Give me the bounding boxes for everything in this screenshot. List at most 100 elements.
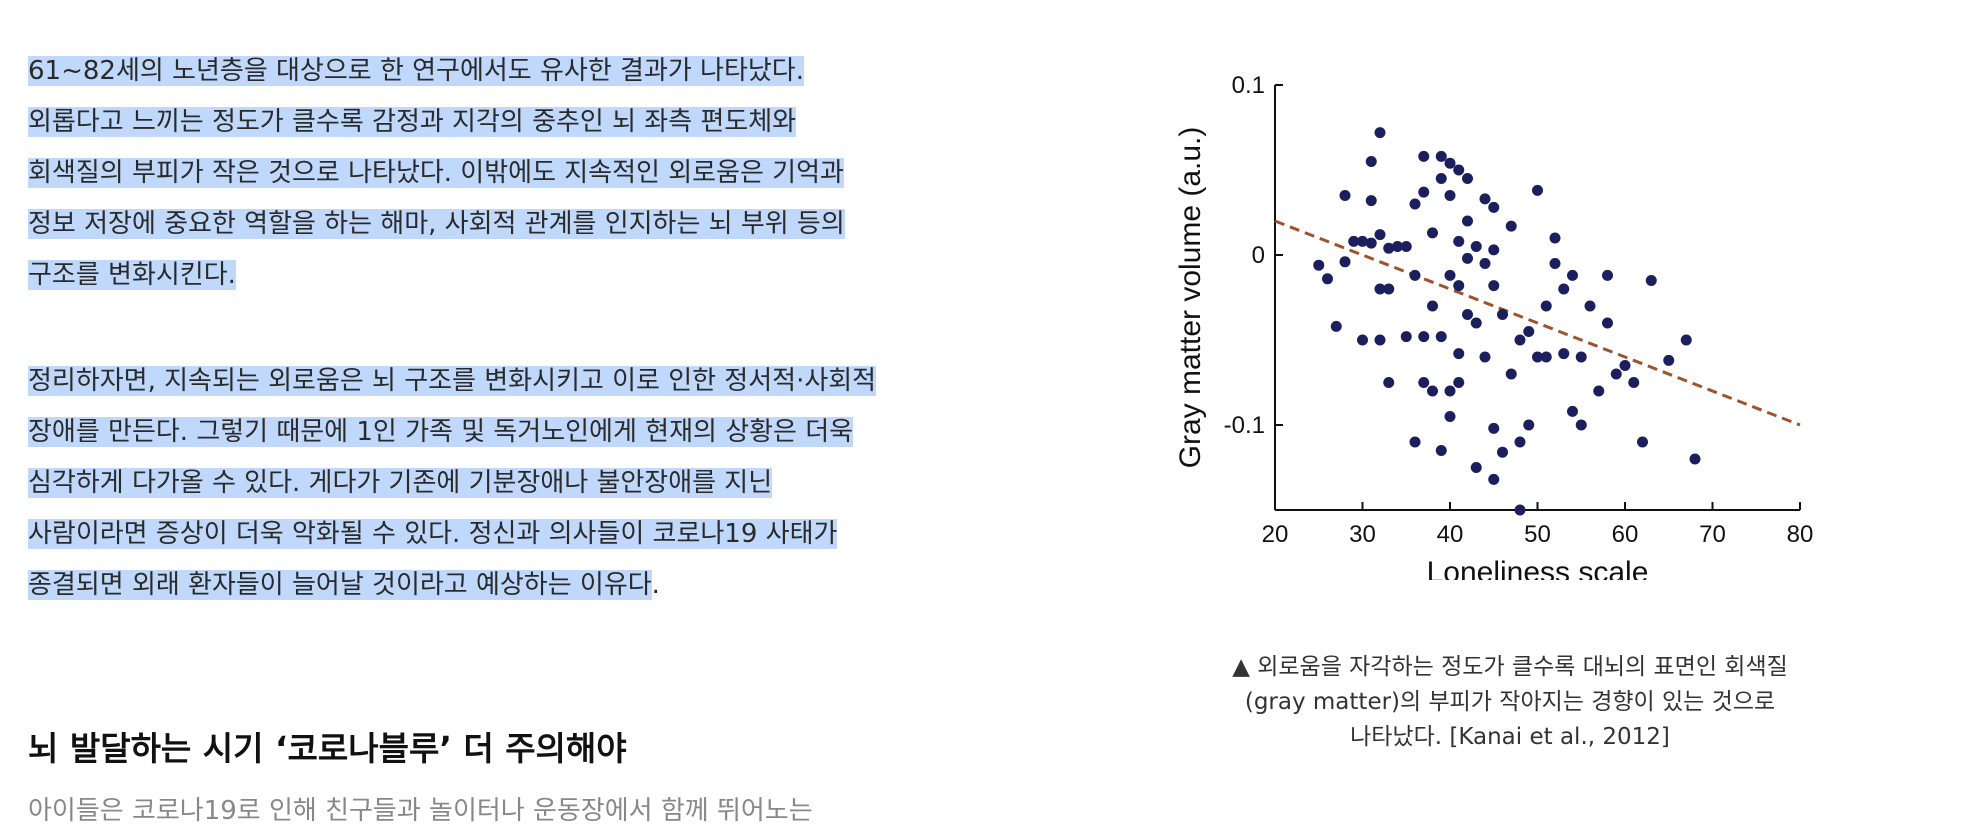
data-point <box>1497 309 1508 320</box>
data-point <box>1444 190 1456 201</box>
data-point <box>1462 252 1473 264</box>
y-tick-label: 0.1 <box>1232 72 1265 99</box>
data-point <box>1514 436 1526 448</box>
paragraph-line: 회색질의 부피가 작은 것으로 나타났다. 이밖에도 지속적인 외로움은 기억과 <box>28 158 844 188</box>
data-point <box>1462 309 1473 320</box>
data-point <box>1488 280 1500 292</box>
data-point <box>1418 377 1430 388</box>
data-point <box>1514 504 1526 516</box>
paragraph-line: 심각하게 다가올 수 있다. 게다가 기존에 기분장애나 불안장애를 지닌 <box>28 468 773 498</box>
caption-line: (gray matter)의 부피가 작아지는 경향이 있는 것으로 <box>1244 689 1776 715</box>
data-point <box>1567 269 1578 281</box>
data-point <box>1549 258 1561 269</box>
data-point <box>1374 127 1386 139</box>
x-tick-label: 40 <box>1437 521 1464 548</box>
data-point <box>1435 150 1447 162</box>
data-point <box>1470 317 1482 329</box>
x-tick-label: 50 <box>1524 521 1551 548</box>
data-point <box>1374 334 1386 346</box>
data-point <box>1365 237 1377 249</box>
data-point <box>1400 331 1412 343</box>
data-point <box>1575 351 1587 363</box>
data-point <box>1689 453 1701 465</box>
scatter-chart: 20 30 40 50 60 70 80 0.1 0 -0.1 Loneliness scale Gr… <box>1174 72 1814 589</box>
y-tick-label: -0.1 <box>1224 412 1265 439</box>
data-point <box>1505 368 1517 380</box>
data-point <box>1409 269 1421 281</box>
data-point <box>1374 283 1386 295</box>
data-point <box>1462 173 1473 184</box>
data-point <box>1488 201 1500 213</box>
data-point <box>1383 283 1395 295</box>
data-point <box>1558 283 1570 295</box>
data-point <box>1645 275 1657 286</box>
paragraph-line: 정리하자면, 지속되는 외로움은 뇌 구조를 변화시키고 이로 인한 정서적·사… <box>28 366 877 396</box>
paragraph-line: 종결되면 외래 환자들이 늘어날 것이라고 예상하는 이유다 <box>28 570 652 600</box>
data-point <box>1383 242 1395 254</box>
trend-line <box>1274 219 1801 427</box>
data-point <box>1505 220 1517 232</box>
data-point <box>1392 241 1403 252</box>
data-point <box>1348 235 1360 247</box>
figure-caption: ▲ 외로움을 자각하는 정도가 클수록 대뇌의 표면인 회색질 (gray ma… <box>1150 650 1870 755</box>
paragraph-selected-2: 정리하자면, 지속되는 외로움은 뇌 구조를 변화시키고 이로 인한 정서적·사… <box>28 356 877 611</box>
section-heading: 뇌 발달하는 시기 ‘코로나블루’ 더 주의해야 <box>28 729 627 768</box>
data-point <box>1418 331 1430 343</box>
data-point <box>1488 473 1500 485</box>
data-point <box>1339 256 1351 268</box>
data-point <box>1602 317 1613 329</box>
data-point <box>1523 326 1535 337</box>
x-axis-label: Loneliness scale <box>1427 556 1649 580</box>
data-point <box>1357 334 1368 346</box>
data-point <box>1435 331 1447 343</box>
data-point <box>1427 227 1438 239</box>
data-point <box>1435 173 1447 184</box>
x-tick-label: 70 <box>1699 521 1726 548</box>
paragraph-line: 사람이라면 증상이 더욱 악화될 수 있다. 정신과 의사들이 코로나19 사태… <box>28 519 838 549</box>
data-point <box>1479 258 1491 269</box>
data-point <box>1444 385 1456 397</box>
paragraph-line: 장애를 만든다. 그렇기 때문에 1인 가족 및 독거노인에게 현재의 상황은 … <box>28 417 854 447</box>
data-point <box>1330 320 1342 332</box>
data-point <box>1628 377 1640 388</box>
x-tick-label: 80 <box>1787 521 1814 548</box>
data-point <box>1427 385 1438 397</box>
y-axis-label: Gray matter volume (a.u.) <box>1174 127 1207 469</box>
data-point <box>1453 348 1465 360</box>
paragraph-line: 구조를 변화시킨다. <box>28 260 236 290</box>
data-point <box>1619 360 1631 371</box>
data-point <box>1453 235 1465 247</box>
data-point <box>1532 184 1543 196</box>
data-point <box>1313 259 1325 271</box>
data-point <box>1418 186 1430 198</box>
data-point <box>1357 235 1368 247</box>
data-point <box>1409 198 1421 210</box>
paragraph-tail: . <box>651 570 660 600</box>
data-point <box>1479 351 1491 363</box>
data-point <box>1365 156 1377 167</box>
data-point <box>1663 354 1675 366</box>
x-tick-label: 30 <box>1349 521 1376 548</box>
data-point <box>1602 269 1613 281</box>
data-point <box>1540 300 1552 312</box>
data-point <box>1470 241 1482 252</box>
data-point <box>1637 436 1648 448</box>
paragraph-selected-1: 61~82세의 노년층을 대상으로 한 연구에서도 유사한 결과가 나타났다. … <box>28 46 845 301</box>
data-point <box>1488 422 1500 434</box>
data-point <box>1409 436 1421 448</box>
data-point <box>1680 334 1692 346</box>
caption-line: 나타났다. [Kanai et al., 2012] <box>1350 724 1670 750</box>
data-point <box>1575 419 1587 431</box>
data-point <box>1567 405 1578 417</box>
data-point <box>1339 190 1351 201</box>
data-point <box>1558 348 1570 360</box>
data-point <box>1610 368 1622 380</box>
paragraph-line: 외롭다고 느끼는 정도가 클수록 감정과 지각의 중추인 뇌 좌측 편도체와 <box>28 107 797 137</box>
data-point <box>1584 300 1596 312</box>
data-point <box>1523 419 1535 431</box>
data-point <box>1549 232 1561 244</box>
data-point <box>1540 351 1552 363</box>
data-point <box>1322 273 1333 285</box>
data-point <box>1514 334 1526 346</box>
x-tick-label: 60 <box>1612 521 1639 548</box>
